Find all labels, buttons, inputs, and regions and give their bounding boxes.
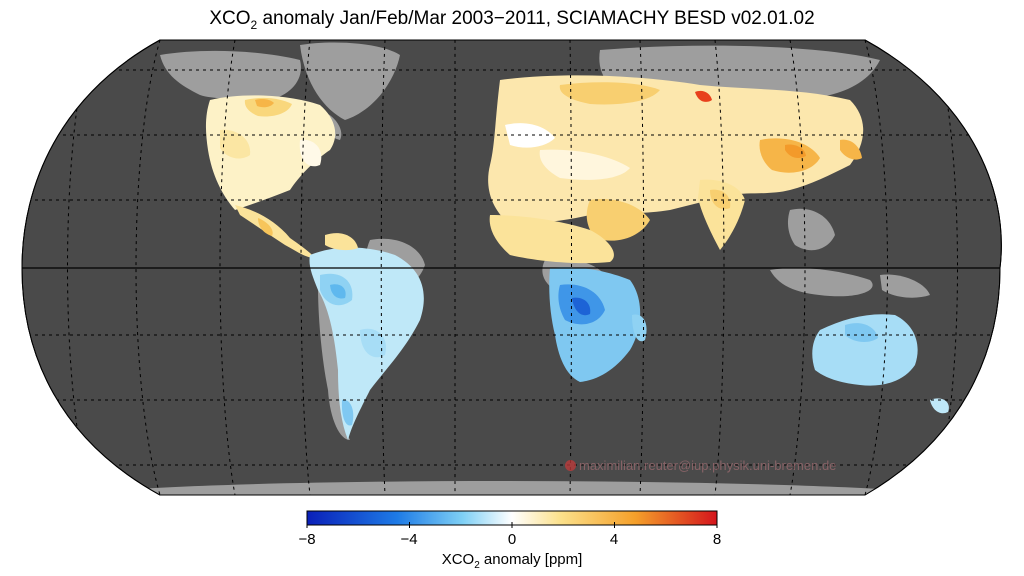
globe-outline	[21, 39, 1002, 496]
colorbar-tick-label: 0	[507, 531, 517, 548]
north-america-data	[205, 95, 336, 258]
graticule	[22, 40, 1002, 495]
copyright-icon	[565, 460, 576, 471]
colorbar-tick-label: 8	[712, 531, 722, 548]
colorbar-tick-label: 4	[609, 531, 619, 548]
eurasia-africa-data	[488, 75, 864, 264]
australia-data	[812, 314, 949, 414]
southern-africa-data	[549, 267, 647, 382]
south-america-data	[309, 233, 424, 440]
colorbar-tick-label: −8	[298, 531, 316, 548]
colorbar-label: XCO2 anomaly [ppm]	[441, 551, 583, 571]
map-title: XCO2 anomaly Jan/Feb/Mar 2003−2011, SCIA…	[209, 8, 815, 32]
colorbar-ticks	[306, 522, 718, 528]
colorbar-tick-label: −4	[400, 531, 418, 548]
watermark: maximilian.reuter@iup.physik.uni-bremen.…	[565, 458, 836, 473]
